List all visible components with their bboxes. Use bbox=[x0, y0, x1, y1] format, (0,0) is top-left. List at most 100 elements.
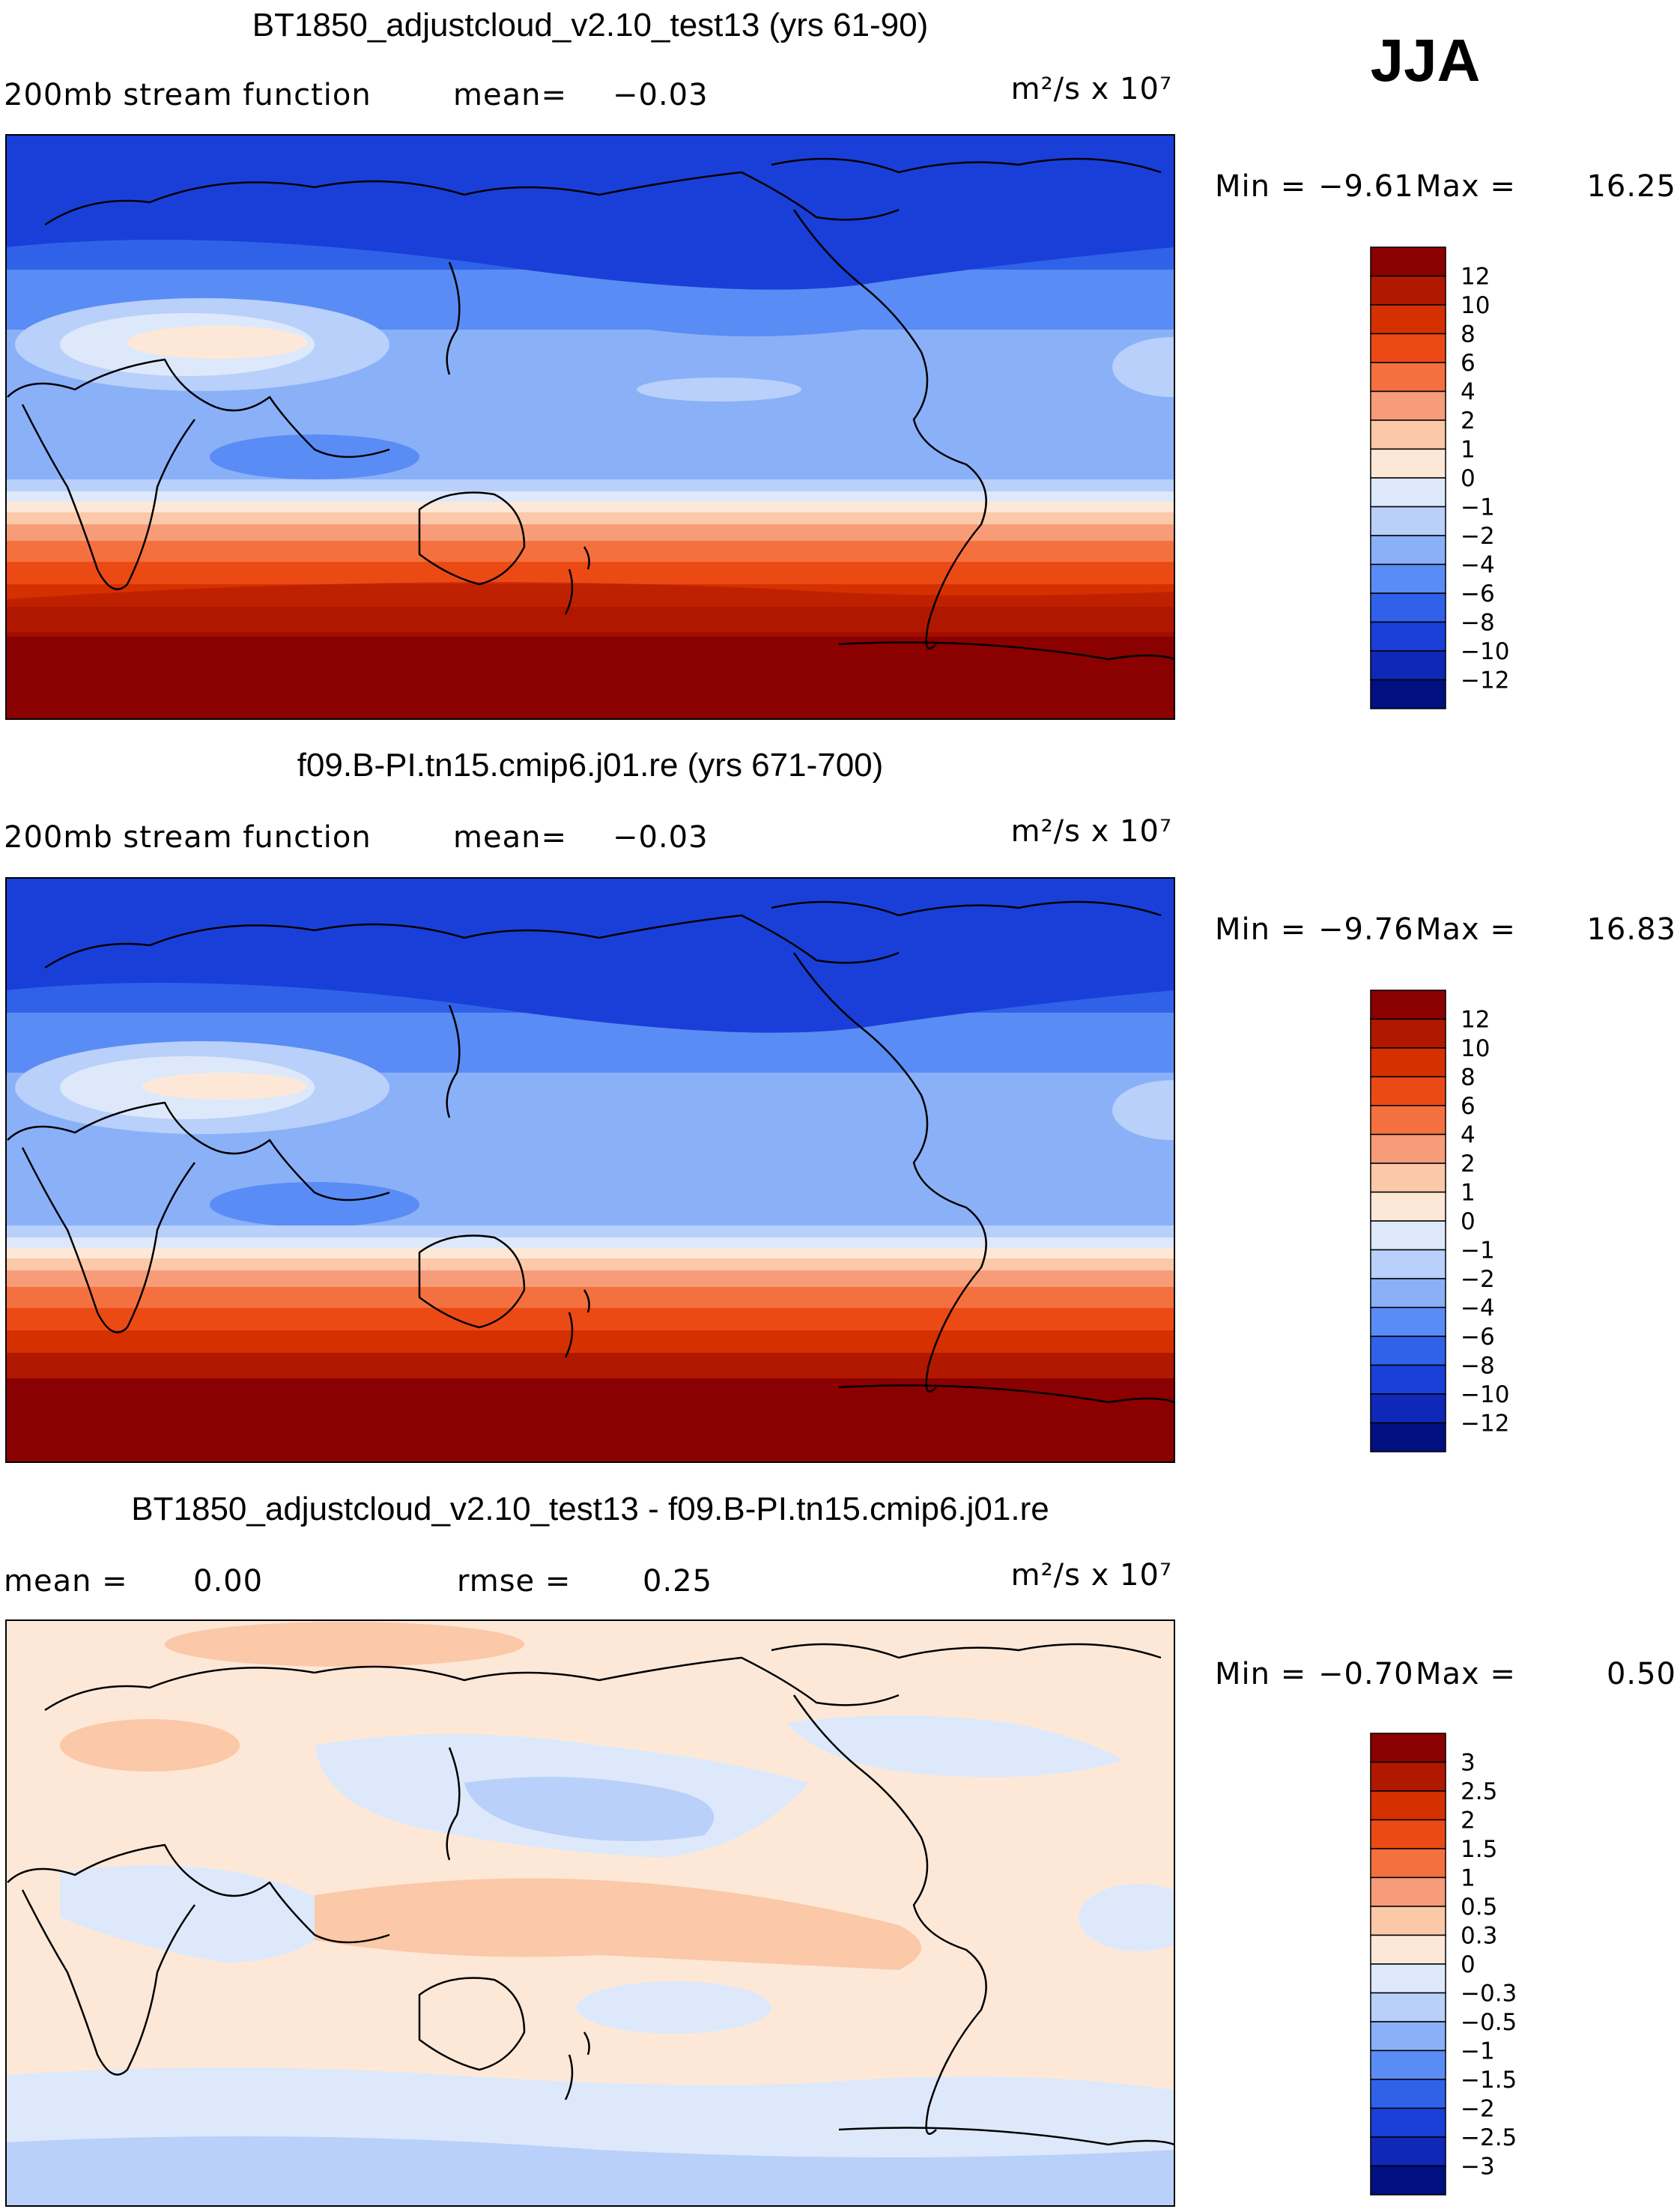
colorbar-tick-label: −1 bbox=[1461, 494, 1495, 521]
colorbar-tick-label: 12 bbox=[1461, 1007, 1490, 1034]
colorbar-tick-label: 0 bbox=[1461, 1208, 1476, 1235]
panel-3-rmse-label: rmse = bbox=[457, 1564, 571, 1599]
band-m2 bbox=[6, 1225, 1174, 1237]
colorbar-swatch bbox=[1370, 679, 1446, 709]
colorbar-swatch bbox=[1370, 1306, 1446, 1337]
colorbar-swatch bbox=[1370, 1992, 1446, 2022]
panel-2-max-value: 16.83 bbox=[1586, 912, 1676, 947]
colorbar-swatch bbox=[1370, 1278, 1446, 1309]
colorbar-swatch bbox=[1370, 275, 1446, 306]
colorbar-tick-label: 2 bbox=[1461, 1808, 1476, 1834]
colorbar-swatch bbox=[1370, 448, 1446, 479]
panel-2: f09.B-PI.tn15.cmip6.j01.re (yrs 671-700)… bbox=[4, 747, 1676, 1463]
colorbar-swatch bbox=[1370, 1906, 1446, 1936]
colorbar-swatch bbox=[1370, 1047, 1446, 1078]
colorbar-swatch bbox=[1370, 333, 1446, 363]
panel-3-coastlines bbox=[7, 1643, 1174, 2146]
colorbar-swatch bbox=[1370, 1393, 1446, 1424]
panel-1: BT1850_adjustcloud_v2.10_test13 (yrs 61-… bbox=[4, 7, 1676, 720]
panel-3-colorbar: 32.5 21.510.50.30 −0.3−0.5−1−1.5−2−2.5 −3 bbox=[1370, 1733, 1517, 2196]
colorbar-swatch bbox=[1370, 1336, 1446, 1366]
panel-2-mean-value: −0.03 bbox=[613, 820, 709, 855]
band-m1 bbox=[6, 1237, 1174, 1248]
panel-3-units: m²/s x 10⁷ bbox=[1011, 1558, 1172, 1593]
colorbar-swatch bbox=[1370, 1848, 1446, 1879]
indian-ocean-low bbox=[210, 434, 419, 479]
south-pacific-positive bbox=[315, 1878, 921, 1970]
season-label: JJA bbox=[1371, 27, 1481, 94]
north-pacific-negative-core bbox=[464, 1777, 715, 1841]
colorbar-swatch bbox=[1370, 1963, 1446, 1994]
asia-africa-negative bbox=[60, 1865, 345, 1963]
band-2 bbox=[6, 524, 1174, 541]
colorbar-swatch bbox=[1370, 2107, 1446, 2138]
colorbar-swatch bbox=[1370, 1163, 1446, 1193]
colorbar-tick-label: 0.5 bbox=[1461, 1894, 1497, 1921]
south-atlantic-negative bbox=[1079, 1884, 1174, 1951]
panel-1-coastlines bbox=[7, 157, 1174, 661]
band-12 bbox=[6, 632, 1174, 719]
panel-3-min-value: −0.70 bbox=[1318, 1657, 1414, 1691]
panel-2-coastlines bbox=[7, 900, 1174, 1404]
colorbar-tick-label: −8 bbox=[1461, 1353, 1495, 1380]
colorbar-tick-label: 6 bbox=[1461, 350, 1476, 377]
colorbar-swatch bbox=[1370, 1249, 1446, 1279]
panel-2-mean-label: mean= bbox=[453, 820, 567, 855]
colorbar-swatch bbox=[1370, 362, 1446, 393]
colorbar-tick-label: 1 bbox=[1461, 1865, 1476, 1892]
mid-pacific-ridge bbox=[637, 378, 801, 402]
arctic-positive bbox=[165, 1622, 524, 1667]
panel-2-variable: 200mb stream function bbox=[4, 820, 372, 855]
colorbar-swatch bbox=[1370, 304, 1446, 335]
band-0 bbox=[6, 502, 1174, 512]
colorbar-tick-label: −1 bbox=[1461, 1237, 1495, 1264]
colorbar-tick-label: −2 bbox=[1461, 1266, 1495, 1293]
colorbar-tick-label: 8 bbox=[1461, 1064, 1476, 1091]
colorbar-tick-label: −2.5 bbox=[1461, 2124, 1517, 2151]
colorbar-swatch bbox=[1370, 1364, 1446, 1395]
panel-1-units: m²/s x 10⁷ bbox=[1011, 72, 1172, 106]
colorbar-tick-label: −2 bbox=[1461, 2096, 1495, 2123]
colorbar-swatch bbox=[1370, 1819, 1446, 1849]
contour-zone-north-blue bbox=[6, 878, 1174, 1033]
colorbar-swatch bbox=[1370, 477, 1446, 508]
band-4 bbox=[6, 1287, 1174, 1308]
colorbar-swatch bbox=[1370, 2079, 1446, 2109]
band-8 bbox=[6, 1330, 1174, 1353]
colorbar-swatch bbox=[1370, 1761, 1446, 1792]
colorbar-tick-label: −3 bbox=[1461, 2154, 1495, 2181]
colorbar-swatch bbox=[1370, 419, 1446, 450]
atlantic-ridge bbox=[1112, 337, 1174, 397]
colorbar-tick-label: 2 bbox=[1461, 407, 1476, 434]
tibet-high-core bbox=[127, 326, 307, 359]
band-2 bbox=[6, 1270, 1174, 1287]
panel-3-min-label: Min = bbox=[1215, 1657, 1306, 1691]
band-1 bbox=[6, 512, 1174, 524]
panel-1-map bbox=[6, 135, 1174, 719]
band-m1 bbox=[6, 491, 1174, 502]
colorbar-swatch bbox=[1370, 1422, 1446, 1452]
panel-3-frame bbox=[5, 1619, 1175, 2207]
colorbar-tick-label: −1.5 bbox=[1461, 2067, 1517, 2094]
panel-1-max-value: 16.25 bbox=[1586, 169, 1676, 204]
colorbar-tick-label: −12 bbox=[1461, 1410, 1509, 1437]
panel-2-title: f09.B-PI.tn15.cmip6.j01.re (yrs 671-700) bbox=[297, 747, 884, 784]
colorbar-tick-label: 4 bbox=[1461, 379, 1476, 406]
panel-3-rmse-value: 0.25 bbox=[643, 1564, 712, 1599]
colorbar-swatch bbox=[1370, 2021, 1446, 2052]
colorbar-tick-label: −8 bbox=[1461, 610, 1495, 637]
colorbar-swatch bbox=[1370, 990, 1446, 1020]
panel-3: BT1850_adjustcloud_v2.10_test13 - f09.B-… bbox=[4, 1491, 1676, 2207]
colorbar-tick-label: −4 bbox=[1461, 552, 1495, 579]
colorbar-tick-label: −6 bbox=[1461, 581, 1495, 607]
panel-3-title: BT1850_adjustcloud_v2.10_test13 - f09.B-… bbox=[131, 1491, 1049, 1527]
colorbar-swatch bbox=[1370, 1790, 1446, 1821]
colorbar-tick-label: 10 bbox=[1461, 1035, 1490, 1062]
panel-2-max-label: Max = bbox=[1416, 912, 1516, 947]
panel-2-frame bbox=[5, 877, 1175, 1463]
panel-1-variable: 200mb stream function bbox=[4, 78, 372, 112]
colorbar-swatch bbox=[1370, 593, 1446, 623]
colorbar-tick-label: 0 bbox=[1461, 465, 1476, 492]
